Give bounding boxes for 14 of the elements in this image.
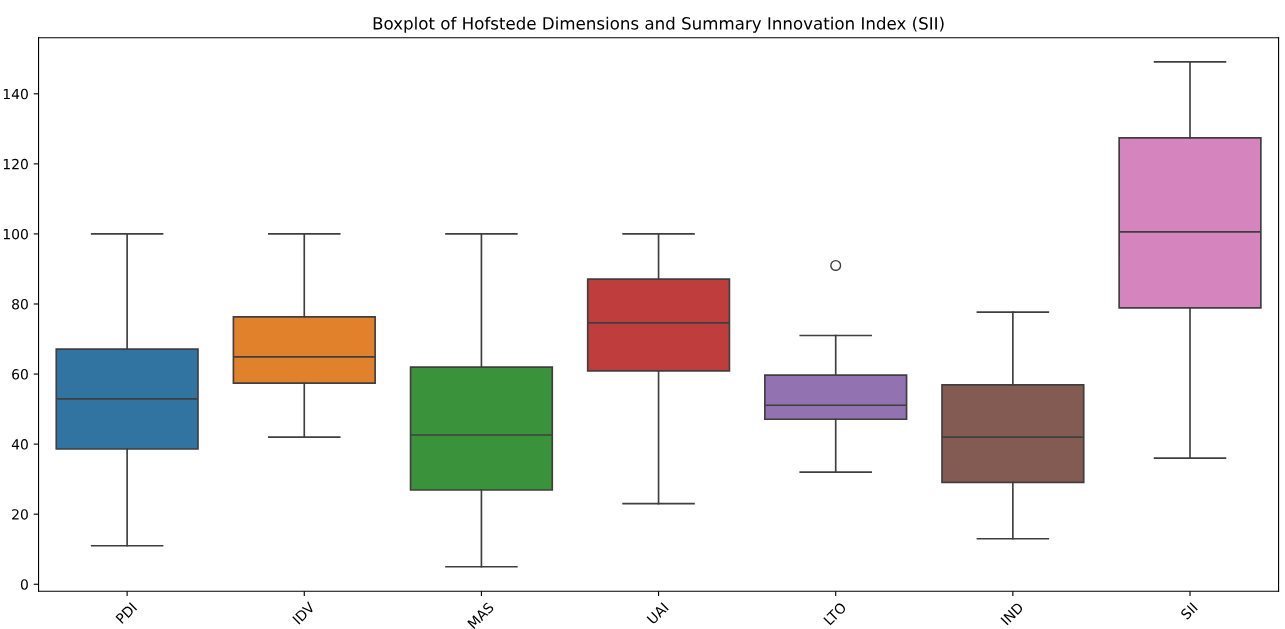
x-tick-label: SII (1180, 602, 1198, 620)
y-tick-label: 80 (12, 298, 28, 310)
y-tick-label: 20 (12, 509, 28, 520)
y-tick-label: 40 (11, 439, 28, 450)
y-tick-label: 60 (12, 369, 28, 380)
x-tick-label: IND (1000, 601, 1024, 626)
x-tick-label: PDI (115, 602, 138, 624)
x-tick-label: LTO (823, 601, 847, 626)
y-tick-label: 120 (3, 158, 28, 170)
x-tick-label: UAI (646, 602, 669, 625)
y-tick-label: 140 (3, 88, 28, 100)
y-tick-label: 100 (3, 228, 28, 240)
y-tick-label: 0 (20, 579, 28, 590)
chart-title: Boxplot of Hofstede Dimensions and Summary Innovation Index (SII) (373, 16, 944, 33)
